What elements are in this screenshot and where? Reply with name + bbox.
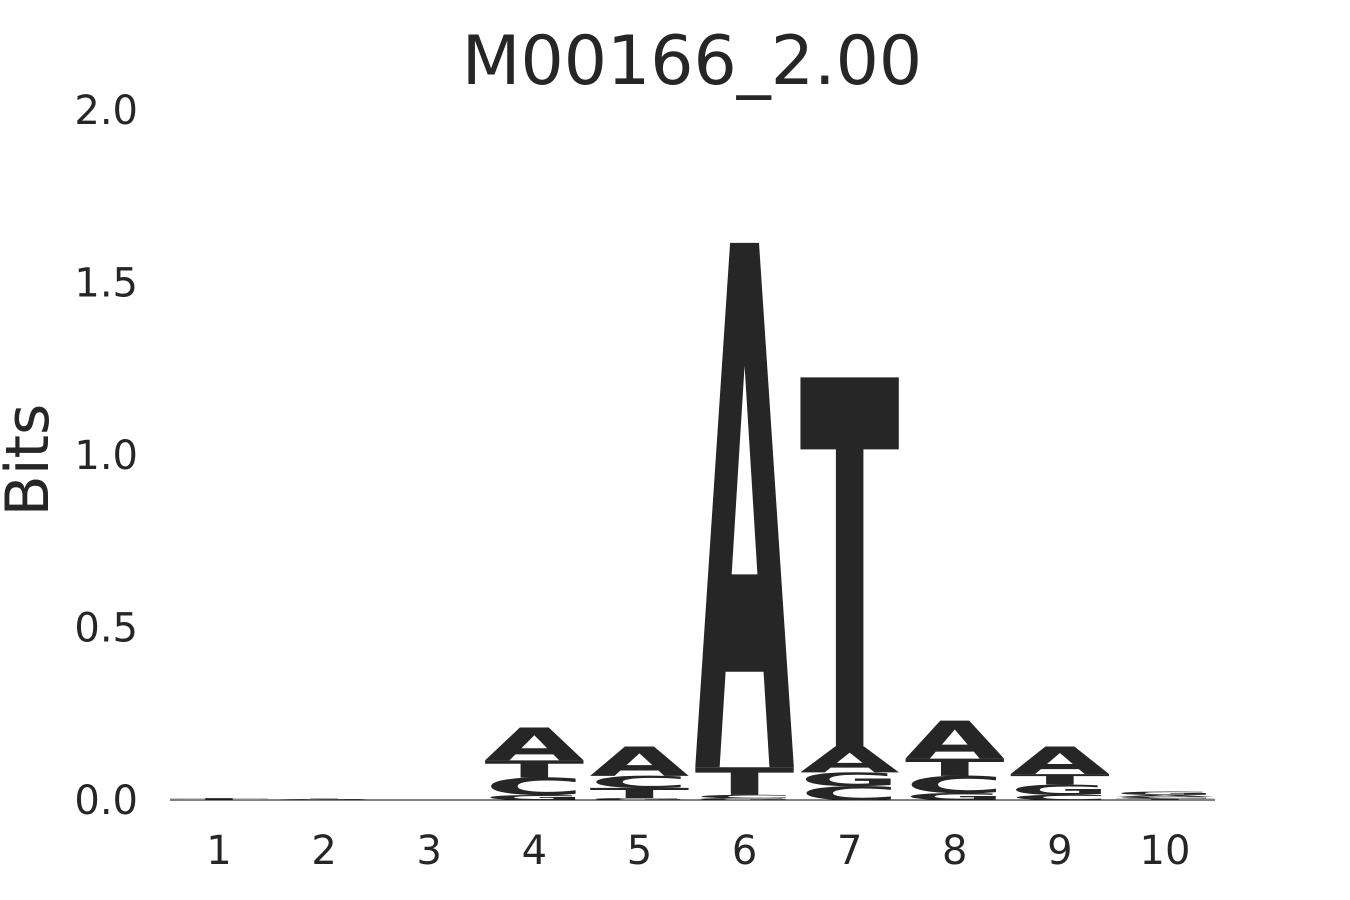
letter: C bbox=[1010, 793, 1110, 801]
letter: A bbox=[1010, 739, 1110, 783]
y-tick-label: 0.0 bbox=[74, 778, 138, 824]
x-tick-label: 5 bbox=[627, 828, 652, 874]
letter: G bbox=[590, 798, 690, 801]
letter: A bbox=[800, 740, 900, 781]
x-tick-label: 10 bbox=[1140, 828, 1191, 874]
letter: C bbox=[800, 782, 900, 804]
x-tick-label: 2 bbox=[311, 828, 336, 874]
letter: A bbox=[484, 718, 584, 771]
y-tick-label: 0.5 bbox=[74, 606, 138, 652]
letter: G bbox=[1115, 790, 1215, 795]
letter: T bbox=[1115, 798, 1215, 800]
letter: G bbox=[1010, 782, 1110, 798]
letter: C bbox=[1115, 796, 1215, 799]
y-axis-label: Bits bbox=[0, 404, 63, 517]
glyphs: ACGTACGTACGTGCTAGTCAGCTACGATGCTACGTATCAG bbox=[169, 99, 1215, 900]
x-tick-label: 6 bbox=[732, 828, 757, 874]
y-tick-label: 2.0 bbox=[74, 88, 138, 134]
letter: T bbox=[800, 276, 901, 866]
x-tick-label: 3 bbox=[416, 828, 441, 874]
letter: A bbox=[1115, 794, 1215, 797]
chart-title: M00166_2.00 bbox=[462, 22, 922, 101]
letter: A bbox=[905, 711, 1005, 771]
letter: T bbox=[1010, 771, 1110, 788]
letter: C bbox=[484, 773, 584, 801]
letter: T bbox=[590, 785, 690, 802]
letter: C bbox=[905, 771, 1005, 799]
letter: T bbox=[905, 754, 1005, 782]
letter: A bbox=[274, 800, 374, 801]
letter: G bbox=[905, 791, 1005, 802]
x-tick-label: 7 bbox=[837, 828, 862, 874]
y-tick-label: 1.5 bbox=[74, 261, 138, 307]
letter: C bbox=[695, 794, 795, 800]
letter: G bbox=[274, 799, 374, 800]
letter: C bbox=[274, 799, 374, 800]
letter: T bbox=[484, 756, 584, 784]
letter: T bbox=[169, 798, 269, 800]
x-tick-label: 4 bbox=[522, 828, 547, 874]
letter: G bbox=[800, 769, 900, 791]
letter: A bbox=[590, 738, 690, 785]
letter: G bbox=[695, 798, 795, 801]
letter: T bbox=[274, 799, 374, 800]
letter: T bbox=[695, 760, 795, 804]
letter: A bbox=[695, 99, 796, 900]
x-tick-label: 1 bbox=[206, 828, 231, 874]
x-tick-label: 8 bbox=[942, 828, 967, 874]
letter: C bbox=[590, 773, 690, 792]
letter: G bbox=[484, 793, 584, 801]
y-tick-label: 1.0 bbox=[74, 433, 138, 479]
x-tick-label: 9 bbox=[1047, 828, 1072, 874]
